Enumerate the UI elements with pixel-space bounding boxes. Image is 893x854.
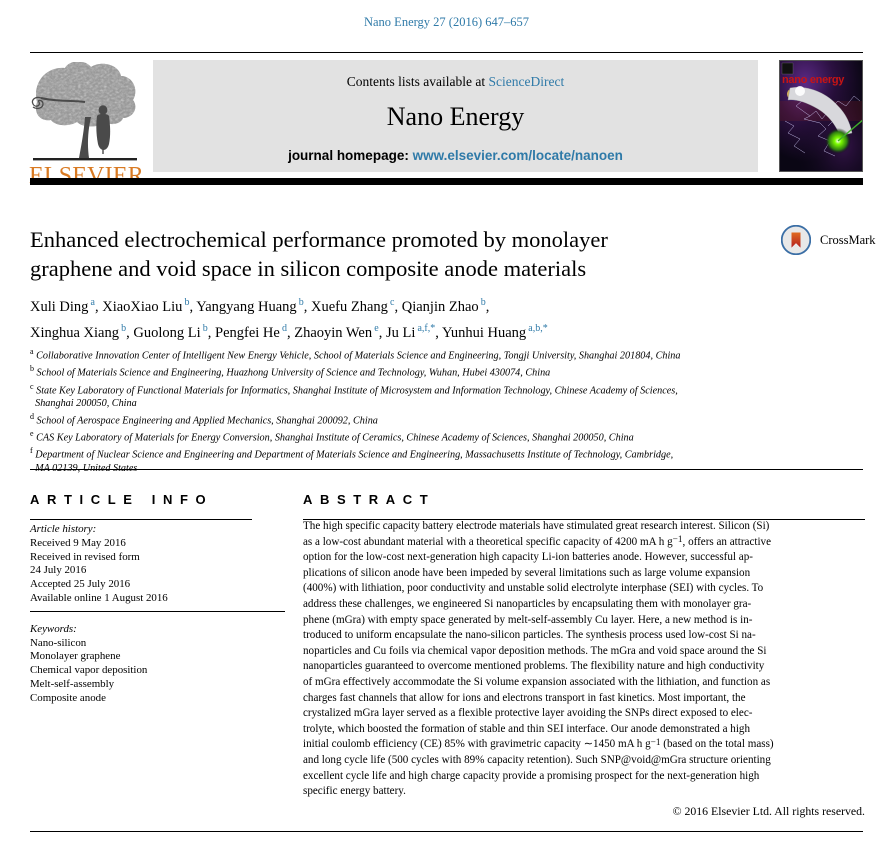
svg-text:ELSEVIER: ELSEVIER	[29, 163, 144, 189]
svg-text:nano energy: nano energy	[782, 74, 845, 86]
